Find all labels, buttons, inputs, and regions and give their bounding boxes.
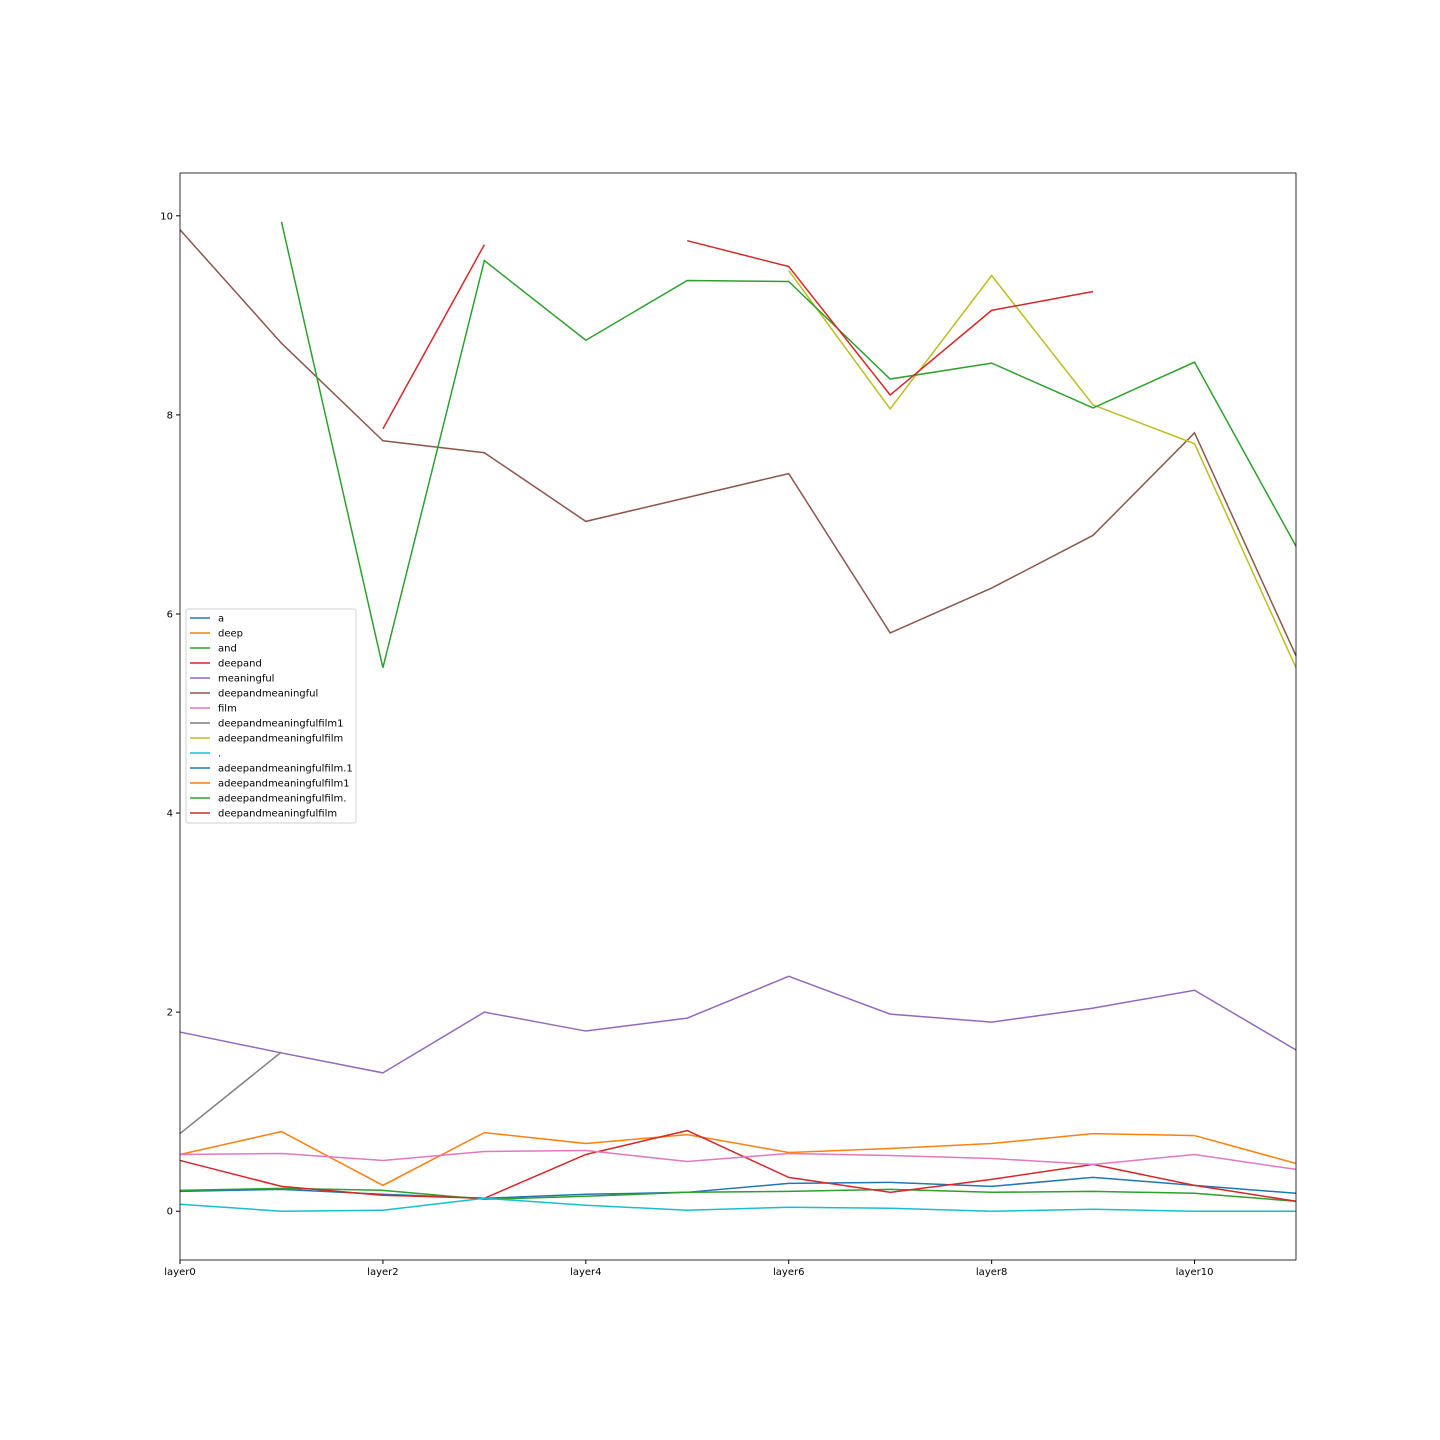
legend-label: and [218,644,237,655]
x-tick-label: layer4 [570,1267,601,1278]
plot-area [180,173,1296,1260]
legend-label: deepand [218,659,262,670]
x-tick-label: layer10 [1176,1267,1214,1278]
x-tick-label: layer0 [164,1267,195,1278]
legend-label: deepandmeaningfulfilm1 [218,719,343,730]
series-line [179,1197,1296,1212]
legend-label: deep [218,629,243,640]
y-tick-label: 2 [167,1008,173,1019]
series-line [179,1051,282,1135]
legend-label: film [218,704,237,715]
series-line [179,1130,1297,1187]
legend-label: meaningful [218,674,274,685]
x-tick-label: layer2 [367,1267,398,1278]
legend-label: adeepandmeaningfulfilm.1 [218,764,353,775]
series-line [179,1129,1297,1203]
y-tick-label: 0 [167,1207,173,1218]
legend-label: adeepandmeaningfulfilm [218,734,343,745]
legend-label: deepandmeaningful [218,689,318,700]
x-tick-label: layer6 [773,1267,804,1278]
y-tick-label: 6 [167,609,173,620]
legend-label: a [218,614,224,625]
legend-label: . [218,749,221,760]
series-line [179,1149,1297,1171]
y-tick-label: 4 [167,809,173,820]
series-line [382,239,1094,430]
y-tick-label: 8 [167,410,173,421]
x-tick-label: layer8 [976,1267,1007,1278]
legend-label: adeepandmeaningfulfilm1 [218,779,350,790]
legend-label: adeepandmeaningfulfilm. [218,794,346,805]
series-line [179,229,1297,657]
series-line [788,270,1297,669]
plot-frame [179,172,1297,1261]
series-line [179,975,1297,1074]
legend-box [185,608,357,824]
legend-label: deepandmeaningfulfilm [218,809,337,820]
series-line [179,1187,1297,1203]
y-tick-label: 10 [160,211,173,222]
series-line [280,221,1297,668]
